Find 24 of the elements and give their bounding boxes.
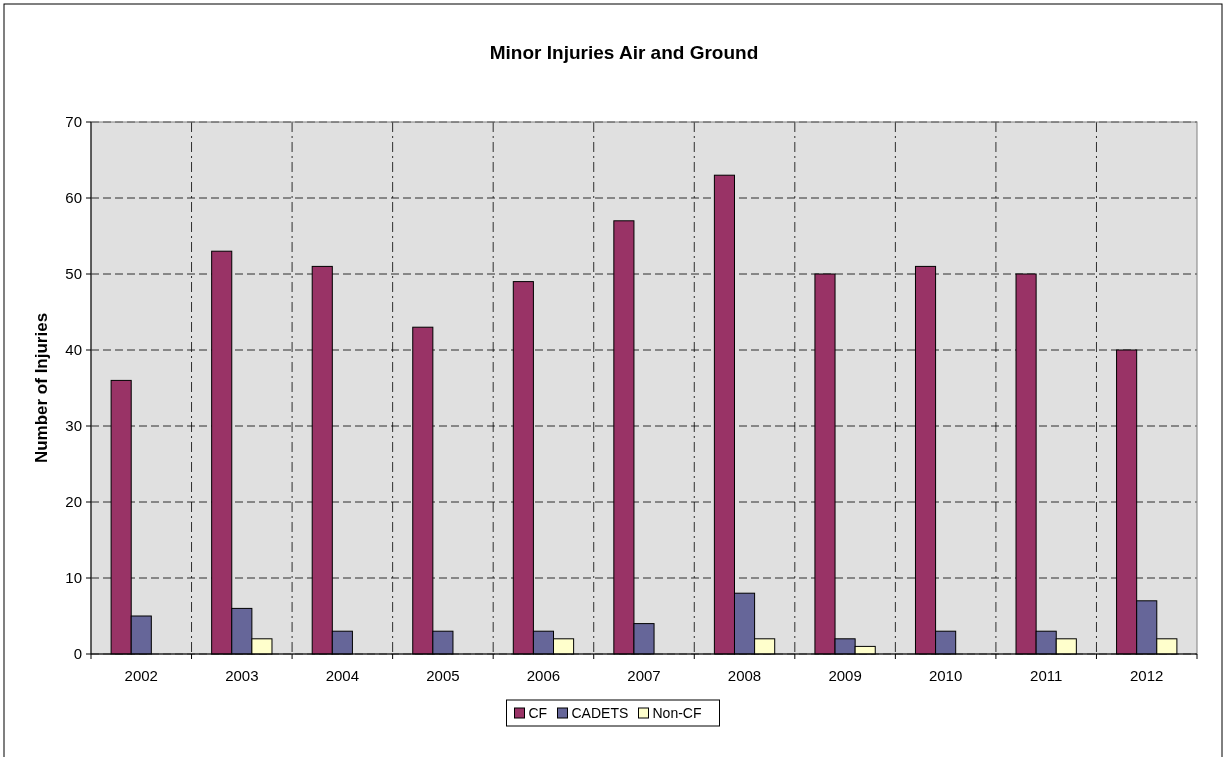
x-tick-label: 2009 (828, 667, 862, 684)
x-tick-label: 2012 (1130, 667, 1164, 684)
y-tick-label: 0 (73, 645, 82, 663)
x-tick-label: 2005 (426, 667, 460, 684)
legend-label: CF (528, 704, 548, 721)
x-tick-label: 2010 (928, 667, 963, 684)
y-tick-label: 40 (65, 341, 82, 359)
x-tick-label: 2008 (727, 667, 762, 684)
y-tick-label: 30 (65, 417, 82, 435)
x-tick-label: 2011 (1030, 667, 1063, 684)
y-tick-label: 10 (65, 569, 82, 587)
x-tick-label: 2007 (627, 667, 661, 684)
y-tick-label: 20 (65, 493, 82, 511)
chart-title: Minor Injuries Air and Ground (489, 42, 759, 63)
x-tick-label: 2006 (526, 667, 561, 684)
y-tick-label: 50 (65, 265, 82, 283)
x-tick-label: 2002 (124, 667, 158, 684)
legend-label: Non-CF (652, 704, 702, 721)
x-tick-label: 2003 (225, 667, 259, 684)
y-axis-title: Number of Injuries (32, 312, 51, 464)
x-tick-label: 2004 (325, 667, 360, 684)
y-tick-label: 60 (65, 189, 82, 207)
legend-label: CADETS (571, 704, 629, 721)
y-tick-label: 70 (65, 113, 82, 131)
